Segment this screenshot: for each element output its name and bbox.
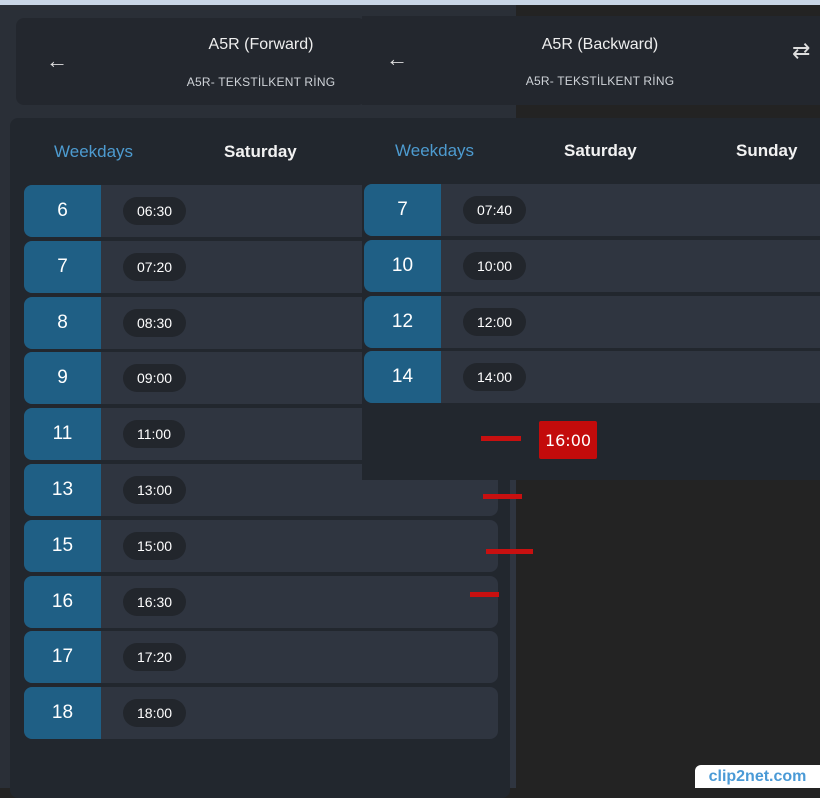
hour-cell: 18: [24, 687, 101, 740]
hour-cell: 10: [364, 239, 441, 292]
annotation-mark: [470, 592, 499, 597]
schedule-row: 10 10:00: [364, 239, 820, 292]
departure-time-chip[interactable]: 15:00: [123, 531, 187, 560]
departure-time-chip[interactable]: 07:40: [463, 196, 527, 224]
forward-title: A5R (Forward): [208, 36, 314, 53]
departure-time-chip[interactable]: 18:00: [123, 699, 187, 728]
forward-header: ← A5R (Forward) A5R- TEKSTİLKENT RİNG: [16, 18, 366, 105]
annotation-mark: [481, 436, 521, 441]
schedule-row: 15 15:00: [24, 519, 498, 572]
departure-time-chip[interactable]: 09:00: [123, 364, 187, 393]
hour-cell: 9: [24, 352, 101, 405]
hour-cell: 12: [364, 295, 441, 348]
hour-cell: 7: [364, 184, 441, 236]
schedule-row: 12 12:00: [364, 295, 820, 348]
panel-divider: [510, 480, 516, 788]
schedule-row: 7 07:40: [364, 184, 820, 236]
forward-subtitle: A5R- TEKSTİLKENT RİNG: [186, 75, 336, 89]
hour-cell: 8: [24, 296, 101, 349]
annotation-label: 16:00: [539, 421, 597, 459]
departure-time-chip[interactable]: 10:00: [463, 251, 527, 280]
hour-cell: 11: [24, 408, 101, 461]
backward-subtitle: A5R- TEKSTİLKENT RİNG: [525, 74, 675, 88]
hour-cell: 13: [24, 464, 101, 516]
hour-cell: 15: [24, 519, 101, 572]
departure-time-chip[interactable]: 08:30: [123, 308, 187, 337]
departure-time-chip[interactable]: 11:00: [123, 420, 185, 449]
backward-title: A5R (Backward): [541, 36, 659, 53]
backward-header: ← A5R (Backward) A5R- TEKSTİLKENT RİNG ⇄: [362, 16, 820, 105]
annotation-mark: [483, 494, 522, 499]
back-arrow-icon[interactable]: ←: [386, 46, 408, 71]
departure-time-chip[interactable]: 12:00: [463, 307, 527, 336]
schedule-row: 14 14:00: [364, 351, 820, 404]
watermark-logo: clip2net.com: [695, 765, 820, 788]
tab-weekdays[interactable]: Weekdays: [54, 142, 134, 161]
browser-strip: [0, 0, 820, 5]
schedule-row: 17 17:20: [24, 631, 498, 684]
hour-cell: 6: [24, 185, 101, 237]
departure-time-chip[interactable]: 07:20: [123, 252, 187, 281]
schedule-row: 18 18:00: [24, 687, 498, 740]
departure-time-chip[interactable]: 17:20: [123, 643, 187, 672]
hour-cell: 16: [24, 575, 101, 628]
back-arrow-icon[interactable]: ←: [46, 48, 68, 73]
departure-time-chip[interactable]: 06:30: [123, 197, 187, 225]
departure-time-chip[interactable]: 13:00: [123, 476, 187, 504]
tab-saturday[interactable]: Saturday: [224, 142, 297, 161]
departure-time-chip[interactable]: 16:30: [123, 587, 187, 616]
hour-cell: 7: [24, 240, 101, 293]
annotation-mark: [486, 549, 533, 554]
schedule-row: 16 16:30: [24, 575, 498, 628]
tab-sunday[interactable]: Sunday: [736, 141, 798, 160]
hour-cell: 17: [24, 631, 101, 684]
swap-direction-icon[interactable]: ⇄: [792, 38, 811, 63]
tab-weekdays[interactable]: Weekdays: [395, 141, 475, 160]
departure-time-chip[interactable]: 14:00: [463, 363, 527, 392]
hour-cell: 14: [364, 351, 441, 404]
tab-saturday[interactable]: Saturday: [564, 141, 637, 160]
